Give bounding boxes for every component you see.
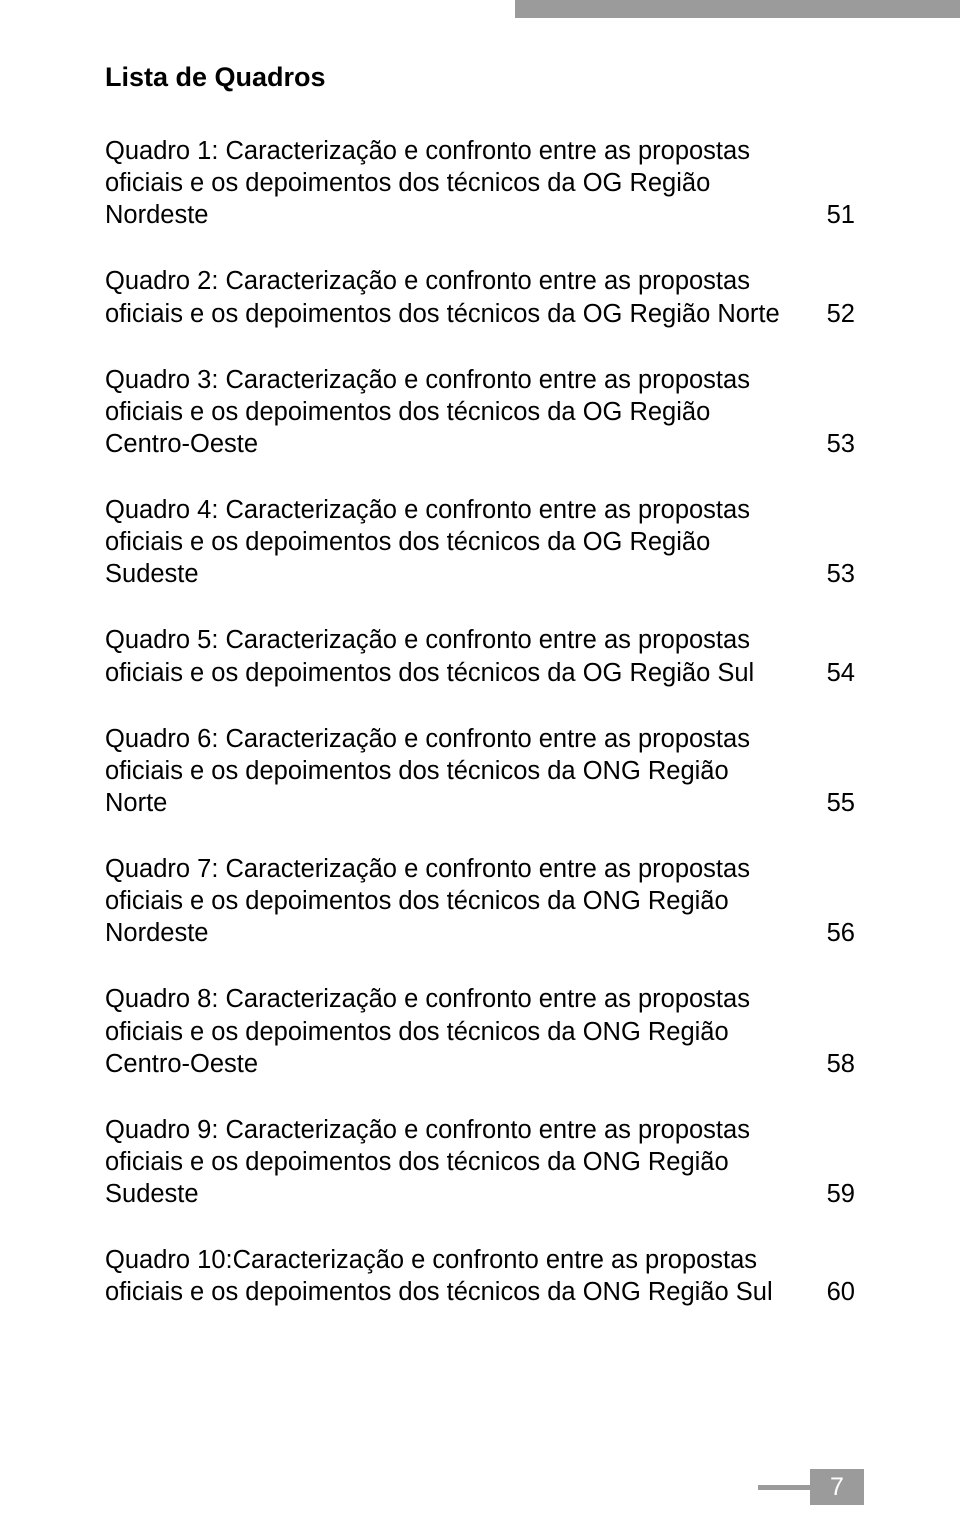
toc-entry-text: Quadro 2: Caracterização e confronto ent… bbox=[105, 265, 815, 329]
toc-entry: Quadro 6: Caracterização e confronto ent… bbox=[105, 723, 855, 819]
header-bar bbox=[515, 0, 960, 18]
toc-entry-page: 55 bbox=[815, 787, 855, 819]
toc-entry: Quadro 10:Caracterização e confronto ent… bbox=[105, 1244, 855, 1308]
toc-entry-text: Quadro 9: Caracterização e confronto ent… bbox=[105, 1114, 815, 1210]
toc-entry: Quadro 5: Caracterização e confronto ent… bbox=[105, 624, 855, 688]
toc-entry-page: 54 bbox=[815, 657, 855, 689]
toc-entry-page: 51 bbox=[815, 199, 855, 231]
content-area: Lista de Quadros Quadro 1: Caracterizaçã… bbox=[0, 0, 960, 1308]
toc-entry-text: Quadro 4: Caracterização e confronto ent… bbox=[105, 494, 815, 590]
page-title: Lista de Quadros bbox=[105, 62, 855, 93]
toc-entry: Quadro 4: Caracterização e confronto ent… bbox=[105, 494, 855, 590]
toc-entry: Quadro 7: Caracterização e confronto ent… bbox=[105, 853, 855, 949]
toc-entry: Quadro 8: Caracterização e confronto ent… bbox=[105, 983, 855, 1079]
toc-entry: Quadro 2: Caracterização e confronto ent… bbox=[105, 265, 855, 329]
footer-page-indicator: 7 bbox=[758, 1469, 864, 1505]
toc-entry-page: 53 bbox=[815, 558, 855, 590]
toc-entry-text: Quadro 10:Caracterização e confronto ent… bbox=[105, 1244, 815, 1308]
toc-entry-text: Quadro 1: Caracterização e confronto ent… bbox=[105, 135, 815, 231]
toc-entry-page: 59 bbox=[815, 1178, 855, 1210]
toc-entry-text: Quadro 3: Caracterização e confronto ent… bbox=[105, 364, 815, 460]
toc-entry-text: Quadro 8: Caracterização e confronto ent… bbox=[105, 983, 815, 1079]
toc-entry-page: 58 bbox=[815, 1048, 855, 1080]
toc-entry-text: Quadro 5: Caracterização e confronto ent… bbox=[105, 624, 815, 688]
toc-entry-page: 60 bbox=[815, 1276, 855, 1308]
toc-entry-page: 52 bbox=[815, 298, 855, 330]
toc-entry-page: 53 bbox=[815, 428, 855, 460]
toc-entry-text: Quadro 7: Caracterização e confronto ent… bbox=[105, 853, 815, 949]
footer-line bbox=[758, 1485, 810, 1490]
page-number: 7 bbox=[810, 1469, 864, 1505]
toc-entry-text: Quadro 6: Caracterização e confronto ent… bbox=[105, 723, 815, 819]
toc-entry: Quadro 9: Caracterização e confronto ent… bbox=[105, 1114, 855, 1210]
toc-entry: Quadro 3: Caracterização e confronto ent… bbox=[105, 364, 855, 460]
toc-entry-page: 56 bbox=[815, 917, 855, 949]
toc-entry: Quadro 1: Caracterização e confronto ent… bbox=[105, 135, 855, 231]
